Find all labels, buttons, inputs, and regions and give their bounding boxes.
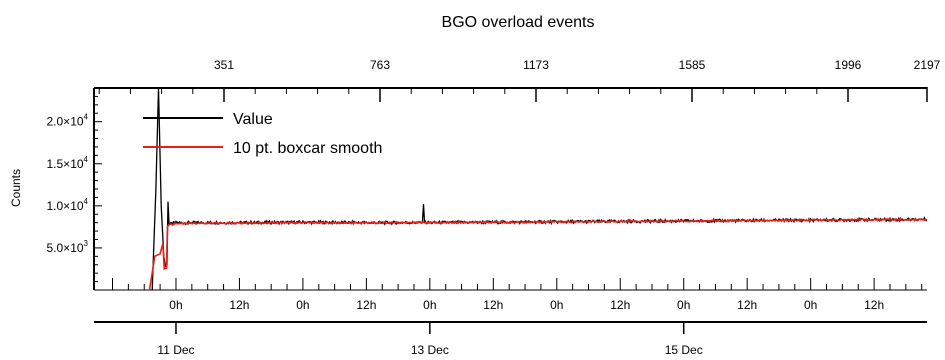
- date-tick-label: 11 Dec: [157, 343, 194, 357]
- hour-tick-label: 12h: [610, 298, 630, 312]
- hour-tick-label: 12h: [737, 298, 757, 312]
- top-tick-label: 1173: [523, 58, 549, 72]
- top-tick-label: 1996: [835, 58, 862, 72]
- y-tick-label: 5.0×103: [47, 239, 89, 255]
- series-layer: [148, 87, 927, 290]
- hour-tick-label: 0h: [550, 298, 563, 312]
- hour-tick-label: 12h: [229, 298, 249, 312]
- smooth-series-line: [148, 217, 927, 290]
- hour-tick-label: 0h: [804, 298, 817, 312]
- y-tick-label: 1.5×104: [47, 155, 89, 171]
- legend-label: 10 pt. boxcar smooth: [233, 140, 382, 157]
- date-tick-label: 15 Dec: [665, 343, 703, 357]
- y-tick-label: 1.0×104: [47, 197, 89, 213]
- legend-label: Value: [233, 111, 273, 128]
- hour-tick-label: 0h: [169, 298, 182, 312]
- y-axis-title: Counts: [9, 169, 23, 207]
- top-tick-label: 763: [370, 58, 390, 72]
- date-axis: 11 Dec 13 Dec 15 Dec: [94, 321, 927, 357]
- top-axis: 351 763 1173 1585 1996 2197: [94, 58, 941, 102]
- hour-tick-label: 0h: [423, 298, 436, 312]
- hour-tick-label: 12h: [356, 298, 376, 312]
- top-tick-label: 2197: [914, 58, 941, 72]
- top-tick-label: 351: [214, 58, 234, 72]
- hour-tick-label: 0h: [296, 298, 309, 312]
- chart-title: BGO overload events: [442, 14, 595, 31]
- left-axis: 5.0×103 1.0×104 1.5×104 2.0×104: [47, 87, 102, 283]
- date-tick-label: 13 Dec: [411, 343, 449, 357]
- hour-tick-label: 12h: [864, 298, 884, 312]
- hour-tick-label: 12h: [483, 298, 503, 312]
- top-tick-label: 1585: [679, 58, 706, 72]
- hour-tick-label: 0h: [677, 298, 690, 312]
- legend: Value 10 pt. boxcar smooth: [143, 111, 382, 157]
- y-tick-label: 2.0×104: [47, 113, 89, 129]
- bottom-axis: 0h 12h 0h 12h 0h 12h 0h 12h 0h 12h 0h 12h: [112, 278, 923, 312]
